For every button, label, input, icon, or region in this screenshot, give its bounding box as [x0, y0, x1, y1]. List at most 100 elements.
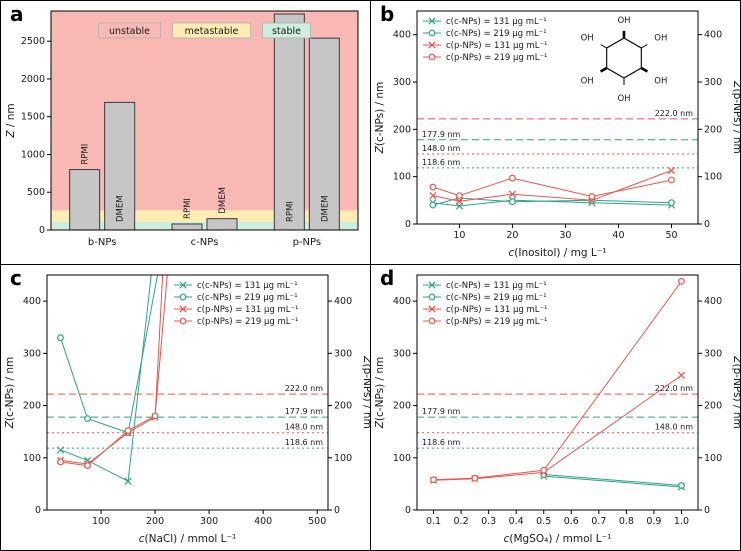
- y-tick-label: 2000: [21, 74, 45, 85]
- band-stable: [51, 221, 358, 230]
- panel-a-chart: RPMI DMEM RPMI DMEM RPMI DMEM 0 500 1000 1500 2000…: [5, 10, 359, 248]
- marker-circle: [429, 183, 437, 191]
- y-tick-label-right: 100: [334, 453, 352, 464]
- data-series-2: [429, 371, 686, 484]
- panel-b: 222.0 nm 177.9 nm 148.0 nm 118.6 nm 0 0 100 100…: [371, 1, 740, 265]
- y-axis-label-left: Z(c-NPs) / nm: [374, 82, 386, 155]
- hydroxyl-label: OH: [654, 34, 667, 44]
- marker-circle: [430, 476, 437, 484]
- marker-circle: [428, 29, 436, 37]
- data-series-3: [57, 275, 168, 470]
- marker-x: [429, 191, 437, 200]
- bar-medium-label: RPMI: [81, 144, 91, 165]
- legend-chip-stable: [262, 22, 311, 39]
- marker-circle: [509, 174, 516, 182]
- data-series-0: [56, 265, 155, 485]
- y-axis-label-left: Z(c-NPs) / nm: [4, 357, 16, 430]
- panel-a: RPMI DMEM RPMI DMEM RPMI DMEM 0 500 1000 1500 2000…: [1, 1, 371, 265]
- ref-line-label: 177.9 nm: [422, 130, 461, 139]
- x-tick-label: 0.5: [536, 516, 551, 527]
- bar-medium-label: DMEM: [116, 195, 126, 222]
- marker-circle: [456, 192, 463, 200]
- hydroxyl-label: OH: [617, 94, 630, 104]
- y-tick-label-right: 200: [704, 124, 722, 135]
- y-axis-label-right: Z(p-NPs) / nm: [361, 355, 370, 428]
- ref-line-label: 177.9 nm: [285, 407, 324, 416]
- x-tick-label: 200: [146, 516, 164, 527]
- x-tick-label: 10: [453, 230, 465, 241]
- marker-circle: [84, 462, 91, 470]
- y-tick-label-left: 400: [23, 296, 41, 307]
- hydroxyl-label: OH: [581, 34, 594, 44]
- y-tick-label-left: 100: [23, 453, 41, 464]
- marker-x: [455, 197, 464, 205]
- marker-x: [508, 190, 517, 198]
- marker-circle: [428, 53, 436, 61]
- reference-lines: 222.0 nm 177.9 nm 148.0 nm 118.6 nm: [417, 109, 698, 169]
- bar-medium-label: RPMI: [183, 198, 193, 219]
- y-tick-label-left: 200: [23, 401, 41, 412]
- marker-x: [179, 305, 187, 313]
- ref-line-label: 222.0 nm: [655, 109, 694, 118]
- ref-line-label: 177.9 nm: [422, 407, 461, 416]
- panel-letter-d: d: [380, 266, 395, 290]
- x-tick-label: 20: [506, 230, 518, 241]
- panel-c: 222.0 nm 177.9 nm 148.0 nm 118.6 nm 0 0 100 100…: [1, 265, 371, 550]
- y-tick-label-right: 300: [334, 348, 352, 359]
- plot-frame: [46, 274, 329, 511]
- y-tick-label-right: 100: [704, 172, 722, 183]
- marker-x: [149, 265, 155, 268]
- x-tick-label: 500: [308, 516, 326, 527]
- marker-circle: [668, 199, 675, 207]
- ref-line-label: 148.0 nm: [422, 144, 461, 153]
- stability-legend: unstable metastable stable: [98, 22, 311, 39]
- y-tick-label-left: 300: [393, 348, 411, 359]
- plot-frame: [416, 274, 699, 511]
- marker-circle: [509, 198, 516, 206]
- marker-x: [677, 371, 686, 379]
- ref-line-label: 148.0 nm: [285, 423, 324, 432]
- legend-chip-metastable: [172, 22, 251, 39]
- legend-chip-label: stable: [272, 26, 301, 37]
- group-label: p-NPs: [293, 237, 322, 248]
- y-tick-label-left: 0: [405, 219, 411, 230]
- panel-b-chart: 222.0 nm 177.9 nm 148.0 nm 118.6 nm 0 0 100 100…: [374, 10, 740, 259]
- x-tick-label: 100: [92, 516, 110, 527]
- legend-label: c(c-NPs) = 131 µg mL⁻¹: [197, 281, 298, 291]
- marker-circle: [57, 458, 64, 466]
- marker-x: [124, 477, 132, 485]
- panel-d: 222.0 nm 177.9 nm 148.0 nm 118.6 nm 0 0 100 100…: [371, 265, 740, 550]
- y-tick-label-right: 400: [704, 296, 722, 307]
- band-metastable: [51, 210, 358, 222]
- marker-x: [428, 305, 436, 313]
- legend-label: c(p-NPs) = 131 µg mL⁻¹: [197, 305, 298, 315]
- group-label: c-NPs: [191, 237, 219, 248]
- legend-label: c(c-NPs) = 219 µg mL⁻¹: [197, 293, 298, 303]
- marker-x: [428, 17, 436, 25]
- marker-circle: [678, 482, 685, 489]
- legend-label: c(p-NPs) = 131 µg mL⁻¹: [446, 41, 547, 51]
- axis-ticks: 0 0 100 100 200 200 300 300 400 400 0.1 0.2 0.3 0.4 0.…: [393, 296, 722, 527]
- marker-x: [667, 166, 676, 175]
- marker-x: [56, 446, 65, 454]
- y-tick-label-left: 300: [393, 77, 411, 88]
- legend-label: c(p-NPs) = 131 µg mL⁻¹: [446, 305, 547, 315]
- bar-p-NPs-RPMI: [273, 13, 305, 231]
- ref-line-label: 118.6 nm: [422, 158, 461, 167]
- legend-label: c(p-NPs) = 219 µg mL⁻¹: [197, 317, 298, 327]
- y-tick-label-right: 0: [704, 219, 710, 230]
- x-axis-label: c(MgSO₄) / mmol L⁻¹: [504, 533, 612, 545]
- band-unstable: [51, 11, 358, 211]
- y-tick-label-left: 400: [393, 296, 411, 307]
- hydroxyl-label: OH: [617, 16, 630, 26]
- bar-c-NPs-DMEM: [206, 218, 238, 231]
- y-tick-label-right: 300: [704, 348, 722, 359]
- marker-x: [428, 281, 436, 289]
- y-tick-label: 500: [27, 187, 45, 198]
- marker-circle: [678, 277, 685, 285]
- legend-label: c(c-NPs) = 219 µg mL⁻¹: [446, 293, 547, 303]
- panel-letter-a: a: [10, 2, 24, 26]
- bar-medium-label: DMEM: [218, 187, 228, 214]
- axis-ticks: 0 500 1000 1500 2000 2500 b-NPs c-NPs p-NPs: [21, 36, 321, 248]
